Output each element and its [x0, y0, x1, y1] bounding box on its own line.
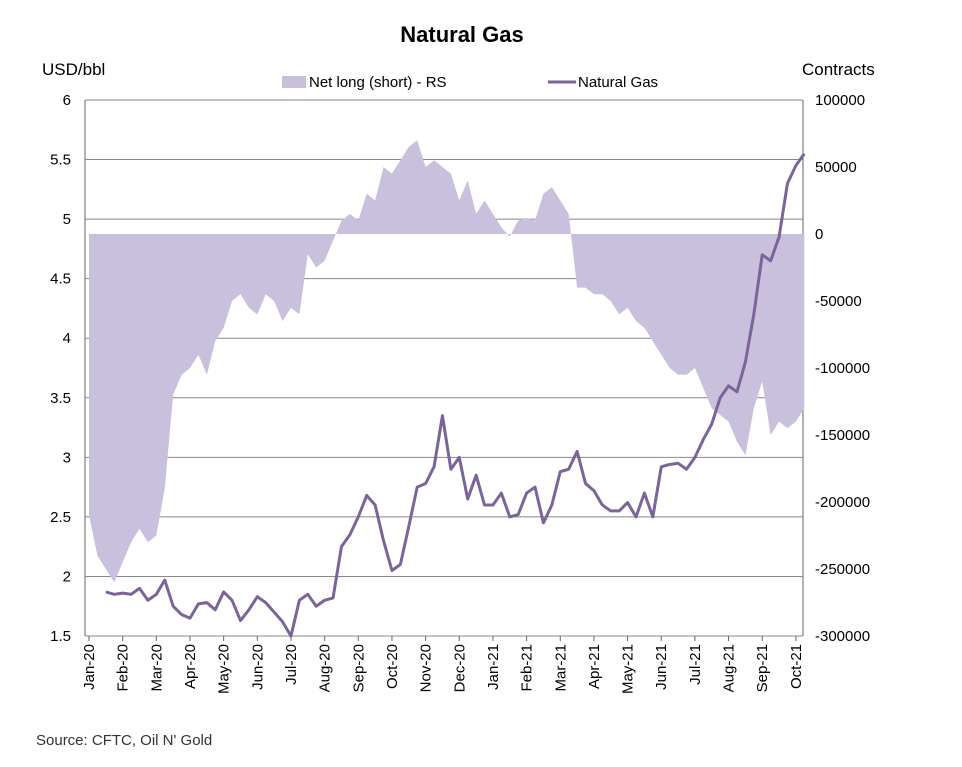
- right-axis-ticks: 100000 50000 0 -50000 -100000 -150000 -200000 -…: [815, 92, 870, 645]
- left-axis-ticks: 6 5.5 5 4.5 4 3.5 3 2.5 2 1.5: [50, 92, 71, 645]
- x-tick-label: Dec-20: [451, 644, 468, 692]
- right-tick-label: -200000: [815, 494, 870, 511]
- x-tick-label: Jan-21: [485, 644, 502, 690]
- right-tick-label: 50000: [815, 159, 857, 176]
- legend: Net long (short) - RS Natural Gas: [282, 74, 658, 91]
- line-series-layer: [105, 152, 806, 638]
- x-tick-label: Aug-21: [721, 644, 738, 692]
- x-tick-label: Nov-20: [418, 644, 435, 692]
- left-tick-label: 3.5: [50, 390, 71, 407]
- left-tick-label: 2: [63, 568, 71, 585]
- legend-label-natural-gas: Natural Gas: [578, 74, 658, 91]
- right-axis-title: Contracts: [802, 60, 875, 79]
- left-tick-label: 1.5: [50, 628, 71, 645]
- left-tick-label: 4.5: [50, 271, 71, 288]
- x-tick-label: Jun-21: [653, 644, 670, 690]
- right-tick-label: 0: [815, 226, 823, 243]
- x-tick-label: Sep-20: [350, 644, 367, 692]
- left-tick-label: 2.5: [50, 509, 71, 526]
- x-tick-label: Jan-20: [81, 644, 98, 690]
- source-note: Source: CFTC, Oil N' Gold: [36, 732, 212, 749]
- x-tick-label: Jul-20: [283, 644, 300, 685]
- left-tick-label: 5.5: [50, 152, 71, 169]
- x-tick-label: Apr-21: [586, 644, 603, 689]
- x-tick-label: Jun-20: [249, 644, 266, 690]
- left-tick-label: 6: [63, 92, 71, 109]
- x-tick-label: Sep-21: [754, 644, 771, 692]
- net-long-area: [89, 140, 805, 583]
- x-tick-label: Mar-20: [148, 644, 165, 692]
- x-tick-label: Oct-20: [384, 644, 401, 689]
- x-tick-label: Apr-20: [182, 644, 199, 689]
- x-tick-label: May-21: [620, 644, 637, 694]
- left-tick-label: 5: [63, 211, 71, 228]
- right-tick-label: -150000: [815, 427, 870, 444]
- x-tick-label: Oct-21: [788, 644, 805, 689]
- x-axis-ticks: Jan-20 Feb-20 Mar-20 Apr-20 May-20 Jun-20 Jul-…: [81, 636, 805, 694]
- x-tick-label: Jul-21: [687, 644, 704, 685]
- x-tick-label: May-20: [216, 644, 233, 694]
- left-tick-label: 3: [63, 449, 71, 466]
- x-tick-label: Aug-20: [317, 644, 334, 692]
- area-series-layer: [89, 140, 805, 583]
- legend-label-net-long: Net long (short) - RS: [309, 74, 447, 91]
- right-tick-label: -250000: [815, 561, 870, 578]
- right-tick-label: 100000: [815, 92, 865, 109]
- right-tick-label: -300000: [815, 628, 870, 645]
- x-tick-label: Feb-20: [115, 644, 132, 692]
- chart-title: Natural Gas: [400, 22, 524, 47]
- x-tick-label: Mar-21: [552, 644, 569, 692]
- left-axis-title: USD/bbl: [42, 60, 105, 79]
- left-tick-label: 4: [63, 330, 71, 347]
- natural-gas-line: [105, 152, 806, 638]
- right-tick-label: -100000: [815, 360, 870, 377]
- x-tick-label: Feb-21: [519, 644, 536, 692]
- legend-swatch-net-long: [282, 76, 306, 88]
- right-tick-label: -50000: [815, 293, 862, 310]
